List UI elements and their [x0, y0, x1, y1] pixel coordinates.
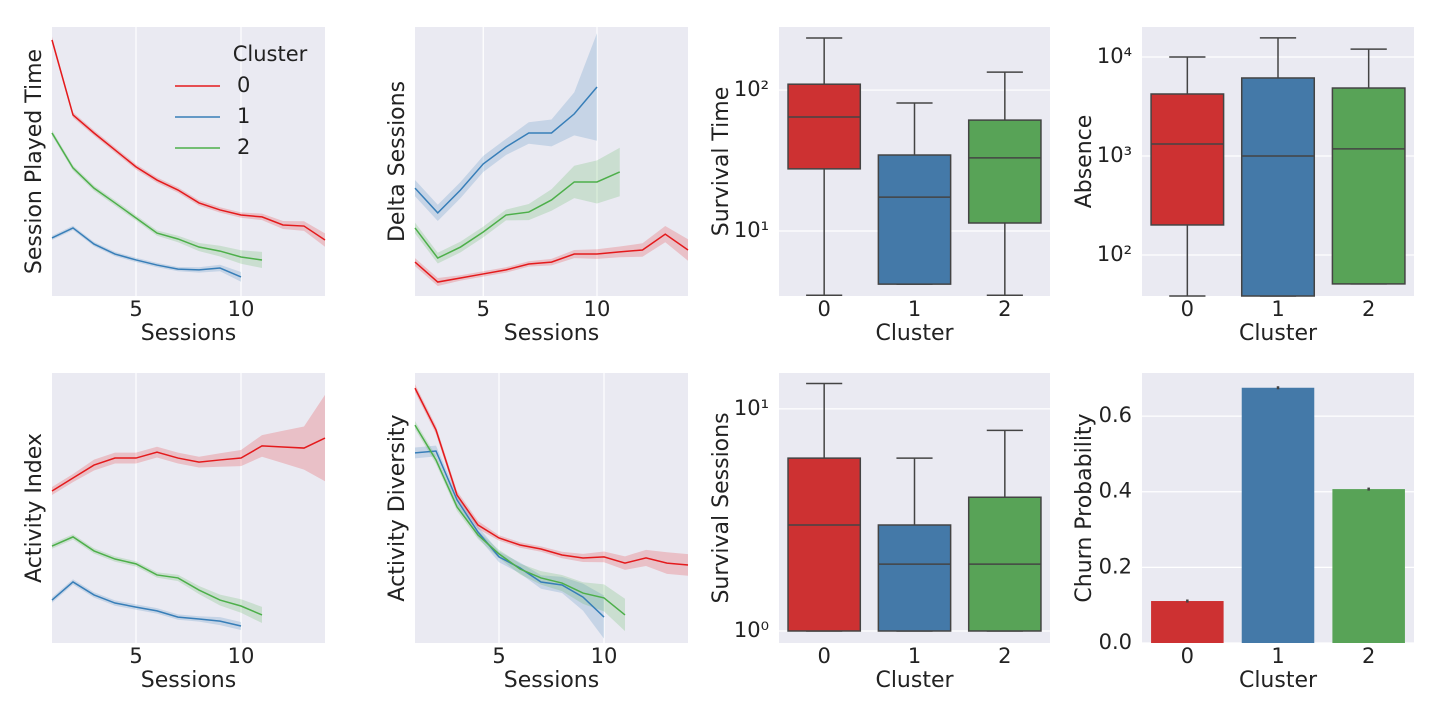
- line: [414, 86, 598, 214]
- line: [414, 424, 626, 616]
- line: [414, 171, 621, 260]
- x-tick-label: 2: [1362, 644, 1375, 668]
- bar: [1241, 387, 1315, 643]
- y-axis-label: Churn Probability: [1072, 413, 1097, 602]
- box: [787, 83, 862, 170]
- x-tick-label: 10: [228, 297, 255, 321]
- x-axis-label: Cluster: [1239, 668, 1318, 693]
- x-tick-label: 1: [908, 644, 921, 668]
- y-tick-label: 0.6: [1099, 403, 1132, 427]
- x-axis-label: Cluster: [875, 321, 954, 346]
- box: [1240, 77, 1316, 297]
- legend-label: 2: [237, 135, 250, 159]
- y-axis-label: Absence: [1072, 115, 1097, 209]
- x-tick-label: 2: [998, 644, 1011, 668]
- bar: [1151, 601, 1224, 643]
- confidence-band: [52, 534, 262, 624]
- x-tick-label: 2: [1362, 297, 1375, 321]
- y-tick-label: 10¹: [734, 218, 769, 242]
- y-axis-label: Survival Sessions: [709, 412, 734, 603]
- x-tick-label: 1: [1271, 644, 1284, 668]
- legend-label: 0: [237, 73, 250, 97]
- line: [51, 581, 242, 627]
- x-axis-label: Sessions: [504, 668, 599, 693]
- confidence-band: [52, 579, 241, 631]
- y-tick-label: 10²: [1097, 242, 1132, 266]
- legend-title: Cluster: [233, 42, 308, 66]
- confidence-band: [52, 225, 241, 282]
- y-tick-label: 10⁴: [1097, 44, 1132, 68]
- y-tick-label: 10²: [734, 77, 769, 101]
- y-tick-label: 10¹: [734, 396, 769, 420]
- confidence-band: [415, 445, 604, 639]
- box: [877, 154, 952, 285]
- line: [51, 132, 263, 261]
- x-axis-label: Sessions: [141, 321, 236, 346]
- y-tick-label: 0.0: [1099, 630, 1132, 654]
- y-axis-label: Survival Time: [709, 87, 734, 237]
- x-axis-label: Sessions: [504, 321, 599, 346]
- plot-background: [52, 373, 325, 643]
- x-tick-label: 10: [584, 297, 611, 321]
- plot-background: [52, 27, 325, 296]
- confidence-band: [415, 421, 625, 632]
- x-tick-label: 0: [817, 644, 830, 668]
- x-axis-label: Sessions: [141, 668, 236, 693]
- x-tick-label: 5: [129, 297, 142, 321]
- legend-label: 1: [237, 104, 250, 128]
- box: [1331, 87, 1406, 285]
- y-tick-label: 0.2: [1099, 554, 1132, 578]
- x-tick-label: 0: [1181, 644, 1194, 668]
- y-axis-label: Activity Diversity: [385, 414, 410, 601]
- confidence-band: [52, 130, 262, 269]
- x-tick-label: 0: [817, 297, 830, 321]
- line: [51, 437, 326, 492]
- confidence-band: [415, 226, 688, 287]
- line: [414, 450, 605, 618]
- box: [877, 524, 952, 632]
- y-tick-label: 10⁰: [734, 618, 769, 642]
- y-tick-label: 10³: [1097, 143, 1132, 167]
- y-axis-label: Delta Sessions: [385, 81, 410, 242]
- y-axis-label: Activity Index: [22, 433, 47, 583]
- x-tick-label: 10: [591, 644, 618, 668]
- y-axis-label: Session Played Time: [22, 49, 47, 274]
- box: [787, 457, 862, 632]
- plot-background: [415, 27, 688, 296]
- x-tick-label: 5: [129, 644, 142, 668]
- x-axis-label: Cluster: [875, 668, 954, 693]
- plot-background: [415, 373, 688, 643]
- bar: [1332, 489, 1405, 643]
- x-axis-label: Cluster: [1239, 321, 1318, 346]
- line: [51, 227, 242, 278]
- confidence-band: [415, 147, 620, 264]
- line: [51, 39, 326, 241]
- line: [51, 536, 263, 616]
- confidence-band: [52, 394, 325, 496]
- box: [967, 119, 1042, 224]
- x-tick-label: 1: [1271, 297, 1284, 321]
- x-tick-label: 10: [228, 644, 255, 668]
- x-tick-label: 0: [1181, 297, 1194, 321]
- y-tick-label: 0.4: [1099, 479, 1132, 503]
- line: [414, 387, 689, 566]
- confidence-band: [415, 33, 597, 221]
- box: [1150, 93, 1225, 226]
- line: [414, 233, 689, 283]
- x-tick-label: 5: [477, 297, 490, 321]
- x-tick-label: 1: [908, 297, 921, 321]
- x-tick-label: 5: [492, 644, 505, 668]
- x-tick-label: 2: [998, 297, 1011, 321]
